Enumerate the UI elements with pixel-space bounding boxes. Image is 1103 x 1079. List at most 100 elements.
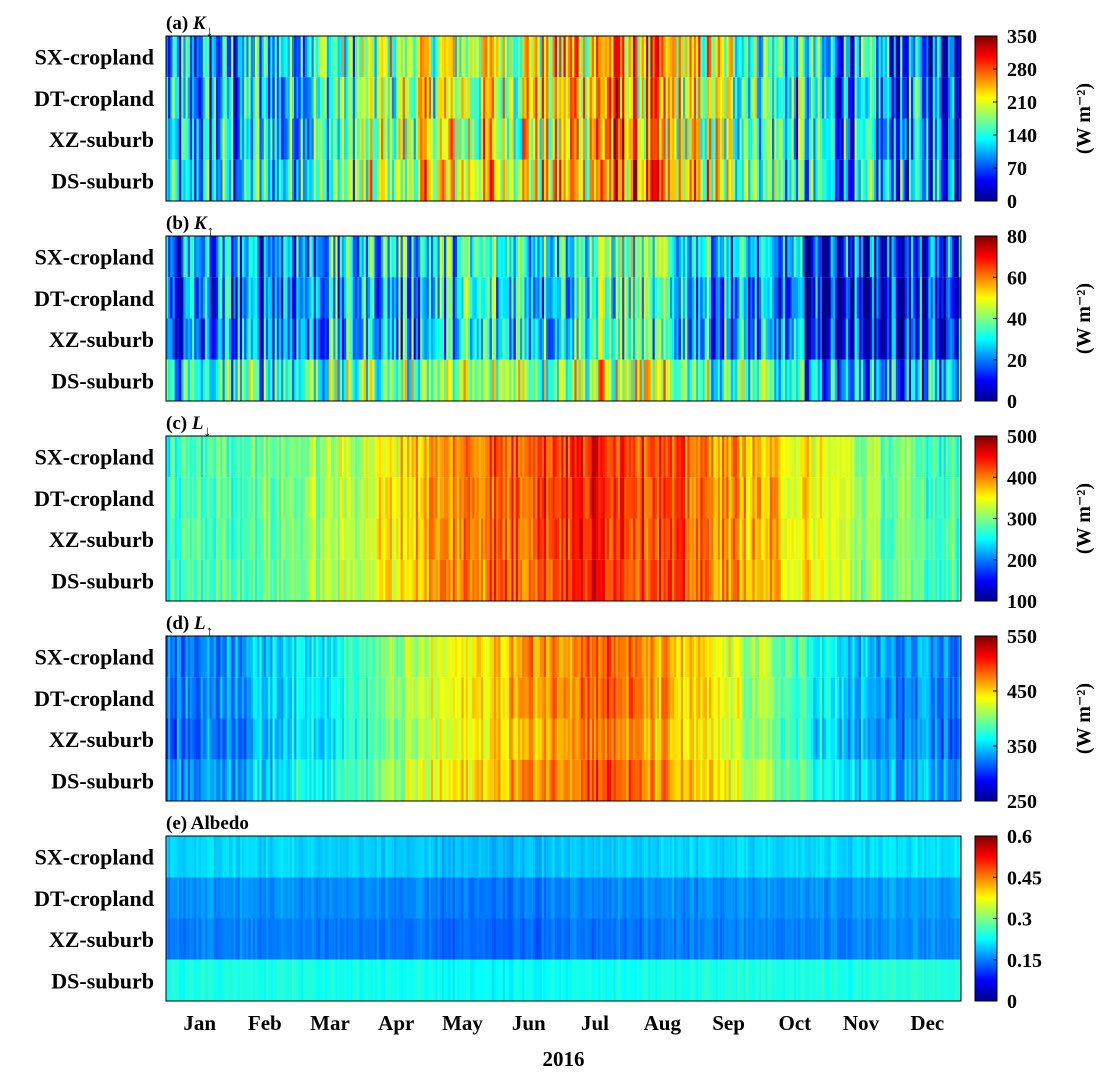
- heatmap-cell: [880, 118, 884, 160]
- heatmap-cell: [218, 159, 221, 201]
- heatmap-cell: [659, 477, 662, 519]
- heatmap-cell: [752, 77, 755, 119]
- heatmap-cell: [932, 477, 936, 519]
- heatmap-cell: [841, 636, 845, 678]
- heatmap-cell: [585, 118, 588, 160]
- heatmap-cell: [904, 118, 908, 160]
- heatmap-cell: [856, 436, 860, 478]
- heatmap-cell: [420, 36, 423, 78]
- heatmap-cell: [880, 159, 884, 201]
- heatmap-cell: [613, 118, 616, 160]
- heatmap-cell: [359, 677, 362, 719]
- heatmap-cell: [589, 477, 593, 519]
- heatmap-cell: [635, 636, 638, 678]
- heatmap-cell: [754, 36, 758, 78]
- heatmap-cell: [255, 559, 258, 601]
- heatmap-cell: [758, 636, 762, 678]
- heatmap-cell: [878, 477, 881, 519]
- heatmap-cell: [411, 518, 414, 560]
- heatmap-cell: [372, 636, 375, 678]
- heatmap-cell: [819, 36, 823, 78]
- heatmap-cell: [192, 559, 195, 601]
- heatmap-cell: [811, 518, 814, 560]
- heatmap-cell: [882, 559, 886, 601]
- heatmap-cell: [706, 359, 710, 401]
- heatmap-cell: [270, 477, 273, 519]
- heatmap-cell: [528, 636, 532, 678]
- heatmap-cell: [228, 36, 232, 78]
- heatmap-cell: [921, 559, 925, 601]
- heatmap-cell: [858, 77, 862, 119]
- heatmap-cell: [748, 436, 751, 478]
- heatmap-cell: [567, 436, 571, 478]
- heatmap-cell: [685, 159, 688, 201]
- heatmap-cell: [730, 559, 734, 601]
- heatmap-cell: [774, 559, 777, 601]
- heatmap-cell: [939, 359, 942, 401]
- heatmap-cell: [661, 318, 664, 360]
- heatmap-cell: [320, 159, 323, 201]
- heatmap-cell: [947, 236, 951, 278]
- heatmap-cell: [761, 359, 764, 401]
- heatmap-cell: [600, 318, 603, 360]
- heatmap-cell: [650, 436, 653, 478]
- heatmap-cell: [437, 436, 441, 478]
- heatmap-cell: [526, 436, 530, 478]
- heatmap-cell: [609, 118, 612, 160]
- heatmap-cell: [591, 436, 595, 478]
- heatmap-cell: [958, 236, 962, 278]
- heatmap-cell: [244, 636, 247, 678]
- colorbar-unit: (W m⁻²): [1073, 83, 1095, 154]
- heatmap-cell: [630, 36, 634, 78]
- heatmap-cell: [561, 636, 564, 678]
- heatmap-cell: [176, 118, 180, 160]
- heatmap-cell: [906, 477, 910, 519]
- heatmap-cell: [439, 636, 443, 678]
- heatmap-cell: [385, 236, 388, 278]
- heatmap-cell: [789, 518, 792, 560]
- heatmap-cell: [205, 36, 208, 78]
- heatmap-cell: [748, 559, 751, 601]
- heatmap-cell: [454, 277, 458, 319]
- heatmap-cell: [259, 277, 262, 319]
- heatmap-cell: [832, 277, 836, 319]
- heatmap-cell: [739, 436, 742, 478]
- heatmap-cell: [674, 518, 677, 560]
- heatmap-cell: [669, 118, 673, 160]
- heatmap-cell: [817, 636, 821, 678]
- heatmap-cell: [433, 318, 436, 360]
- heatmap-cell: [398, 477, 401, 519]
- heatmap-cell: [659, 518, 662, 560]
- heatmap-cell: [526, 77, 530, 119]
- heatmap-cell: [719, 359, 723, 401]
- heatmap-cell: [491, 318, 495, 360]
- heatmap-cell: [504, 118, 508, 160]
- heatmap-cell: [387, 559, 391, 601]
- heatmap-cell: [600, 636, 603, 678]
- heatmap-cell: [665, 277, 669, 319]
- heatmap-cell: [691, 477, 695, 519]
- heatmap-cell: [835, 318, 838, 360]
- heatmap-cell: [765, 318, 769, 360]
- heatmap-cell: [255, 36, 258, 78]
- heatmap-cell: [368, 518, 371, 560]
- heatmap-cell: [535, 559, 538, 601]
- heatmap-cell: [752, 477, 755, 519]
- heatmap-cell: [874, 77, 877, 119]
- heatmap-cell: [346, 559, 349, 601]
- heatmap-cell: [176, 36, 180, 78]
- heatmap-cell: [854, 118, 858, 160]
- heatmap-cell: [522, 277, 525, 319]
- heatmap-cell: [626, 436, 630, 478]
- heatmap-cell: [489, 518, 493, 560]
- heatmap-cell: [457, 277, 460, 319]
- heatmap-cell: [537, 477, 540, 519]
- heatmap-cell: [346, 159, 349, 201]
- heatmap-cell: [559, 236, 562, 278]
- heatmap-cell: [765, 77, 769, 119]
- heatmap-cell: [524, 559, 527, 601]
- heatmap-cell: [489, 436, 493, 478]
- heatmap-cell: [450, 159, 454, 201]
- heatmap-cell: [604, 277, 608, 319]
- heatmap-cell: [663, 36, 666, 78]
